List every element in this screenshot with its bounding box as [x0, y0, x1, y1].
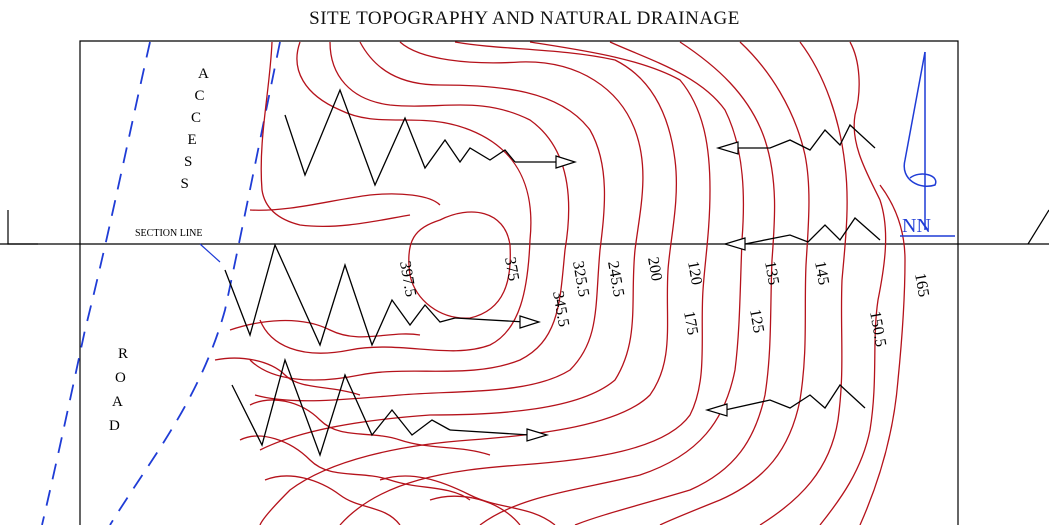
- contour-value-label: 200: [644, 256, 665, 283]
- contour: [659, 41, 810, 525]
- drainage-flow: [735, 123, 876, 151]
- contour: [259, 41, 532, 354]
- contour: [859, 184, 906, 525]
- contour: [339, 41, 711, 525]
- map-frame: [79, 40, 959, 525]
- contour: [214, 357, 361, 396]
- drainage-arrow: [526, 428, 550, 442]
- contour-value-label: 135: [761, 260, 782, 287]
- contour-value-label: 345.5: [549, 290, 572, 328]
- section-line: [0, 209, 1049, 263]
- contour-value-label: 145: [811, 260, 832, 287]
- contour-value-label: 175: [680, 310, 701, 337]
- contour: [259, 41, 678, 525]
- contour: [264, 475, 401, 525]
- contour-value-label: 397.5: [396, 260, 419, 298]
- north-arrow: [900, 51, 955, 237]
- contour: [379, 475, 556, 525]
- road-edge-left: [41, 41, 151, 525]
- contour: [229, 319, 421, 338]
- road-edge-right: [109, 41, 281, 525]
- contour: [759, 41, 848, 525]
- contour: [574, 41, 776, 525]
- contour-value-label: 125: [746, 308, 767, 335]
- drainage-arrow: [715, 141, 739, 155]
- contour: [819, 41, 887, 525]
- contour: [429, 495, 521, 525]
- contour-value-label: 245.5: [604, 260, 627, 298]
- section-line-label: SECTION LINE: [135, 228, 203, 239]
- contour: [249, 399, 491, 456]
- drawing-title: SITE TOPOGRAPHY AND NATURAL DRAINAGE: [309, 8, 740, 29]
- drainage-arrow: [519, 315, 541, 329]
- contour: [408, 211, 511, 319]
- contour: [479, 41, 745, 525]
- contour-value-label: 375: [501, 256, 522, 283]
- contour: [254, 41, 606, 402]
- north-label: NN: [902, 215, 931, 237]
- drainage-arrow: [555, 155, 577, 169]
- drainage-arrow: [704, 403, 728, 417]
- drainage-flows: [224, 88, 881, 458]
- contour-value-label: 165: [911, 272, 932, 299]
- contour-value-label: 150.5: [866, 310, 889, 348]
- contour-value-label: 120: [684, 260, 705, 287]
- contour-value-label: 325.5: [569, 260, 592, 298]
- drainage-flow: [224, 243, 456, 347]
- drainage-arrow: [722, 237, 746, 251]
- contour: [260, 41, 411, 228]
- drainage-flow: [744, 217, 881, 245]
- contour: [249, 193, 441, 211]
- drainage-flow: [284, 88, 516, 187]
- contour: [259, 41, 644, 451]
- drainage-flow: [231, 357, 451, 458]
- contour: [239, 435, 471, 501]
- contour: [249, 41, 570, 381]
- contour-lines: [214, 41, 906, 525]
- drainage-flow: [724, 384, 866, 411]
